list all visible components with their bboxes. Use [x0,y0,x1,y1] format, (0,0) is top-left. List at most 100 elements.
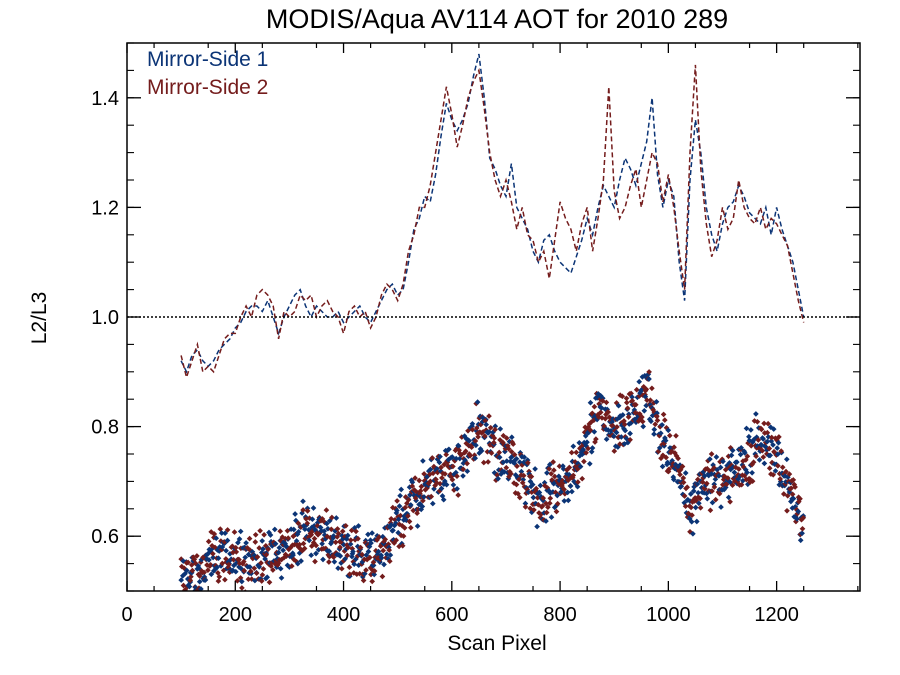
scatter-point-mirror-side-1 [472,455,479,462]
scatter-point-mirror-side-2 [633,386,640,393]
scatter-point-mirror-side-1 [381,561,387,568]
scatter-point-mirror-side-2 [259,572,266,578]
scatter-point-mirror-side-2 [412,495,419,501]
scatter-point-mirror-side-2 [513,481,520,488]
scatter-point-mirror-side-1 [219,544,226,550]
line-layer [180,53,805,380]
scatter-point-mirror-side-2 [775,462,781,469]
scatter-point-mirror-side-2 [681,493,688,499]
scatter-point-mirror-side-1 [704,495,711,502]
scatter-point-mirror-side-2 [301,545,308,552]
scatter-point-mirror-side-1 [749,469,755,476]
x-tick-label: 600 [435,604,468,626]
scatter-point-mirror-side-2 [232,544,239,551]
scatter-point-mirror-side-1 [218,530,225,536]
scatter-point-mirror-side-2 [475,434,481,440]
scatter-point-mirror-side-2 [394,498,400,504]
scatter-point-mirror-side-2 [345,544,351,551]
scatter-point-mirror-side-1 [574,483,581,490]
scatter-point-mirror-side-2 [205,538,212,545]
scatter-point-mirror-side-1 [272,540,279,547]
scatter-point-mirror-side-2 [682,503,689,510]
scatter-point-mirror-side-1 [744,469,750,476]
scatter-point-mirror-side-2 [677,471,683,478]
scatter-point-mirror-side-2 [439,475,445,481]
scatter-point-mirror-side-2 [224,527,231,533]
scatter-point-mirror-side-1 [310,505,317,511]
scatter-point-mirror-side-2 [593,436,599,442]
scatter-point-mirror-side-2 [784,507,790,514]
scatter-point-mirror-side-2 [462,448,469,455]
scatter-point-mirror-side-2 [342,522,349,529]
scatter-point-mirror-side-1 [707,456,713,462]
scatter-point-mirror-side-2 [550,459,557,465]
scatter-point-mirror-side-2 [353,528,359,535]
scatter-point-mirror-side-1 [518,468,525,475]
scatter-point-mirror-side-2 [779,464,786,471]
scatter-point-mirror-side-1 [309,516,316,523]
scatter-point-mirror-side-2 [401,525,408,531]
scatter-point-mirror-side-2 [258,578,265,584]
scatter-point-mirror-side-2 [400,533,407,539]
scatter-point-mirror-side-1 [543,518,549,524]
scatter-point-mirror-side-1 [321,528,328,534]
scatter-point-mirror-side-2 [231,529,238,535]
scatter-point-mirror-side-1 [460,473,466,479]
scatter-point-mirror-side-2 [449,476,456,483]
scatter-point-mirror-side-2 [765,420,771,427]
scatter-point-mirror-side-2 [407,524,414,531]
scatter-point-mirror-side-1 [772,468,779,474]
scatter-point-mirror-side-2 [346,564,353,571]
scatter-point-mirror-side-2 [644,397,650,404]
scatter-point-mirror-side-1 [222,530,228,537]
scatter-point-mirror-side-2 [566,464,573,471]
scatter-point-mirror-side-1 [564,489,571,496]
scatter-point-mirror-side-1 [326,548,333,555]
scatter-point-mirror-side-2 [265,546,271,553]
scatter-point-mirror-side-1 [375,548,382,555]
scatter-point-mirror-side-2 [508,470,514,477]
scatter-point-mirror-side-2 [288,563,295,569]
scatter-point-mirror-side-1 [794,516,800,522]
scatter-point-mirror-side-1 [275,549,282,556]
scatter-point-mirror-side-2 [729,482,736,489]
scatter-point-mirror-side-1 [351,561,358,568]
scatter-point-mirror-side-1 [503,458,510,464]
scatter-point-mirror-side-2 [245,576,252,583]
scatter-point-mirror-side-2 [185,559,191,566]
scatter-point-mirror-side-2 [755,437,762,443]
scatter-point-mirror-side-2 [355,535,361,542]
scatter-point-mirror-side-1 [277,565,284,572]
scatter-point-mirror-side-2 [540,495,547,501]
scatter-point-mirror-side-2 [230,556,237,563]
scatter-point-mirror-side-2 [417,488,424,494]
scatter-point-mirror-side-1 [365,548,372,555]
scatter-point-mirror-side-1 [243,540,249,546]
scatter-point-mirror-side-2 [711,484,718,490]
scatter-point-mirror-side-1 [495,475,501,482]
scatter-point-mirror-side-1 [320,556,326,563]
scatter-point-mirror-side-1 [183,567,190,574]
scatter-point-mirror-side-1 [340,541,347,548]
scatter-point-mirror-side-1 [251,552,258,559]
scatter-point-mirror-side-2 [295,520,302,527]
scatter-point-mirror-side-1 [238,578,245,585]
scatter-point-mirror-side-2 [366,554,373,561]
scatter-point-mirror-side-1 [215,555,222,562]
scatter-point-mirror-side-2 [311,535,318,542]
scatter-point-mirror-side-2 [253,570,260,577]
scatter-point-mirror-side-1 [783,456,790,463]
scatter-point-mirror-side-1 [483,421,490,428]
scatter-point-mirror-side-2 [468,444,475,451]
scatter-point-mirror-side-2 [196,573,203,579]
scatter-point-mirror-side-1 [659,463,666,470]
scatter-point-mirror-side-2 [759,447,766,454]
legend-entry-mirror-side-2: Mirror-Side 2 [147,76,268,99]
scatter-point-mirror-side-1 [319,540,325,547]
scatter-point-mirror-side-1 [419,503,426,510]
scatter-point-mirror-side-1 [587,399,594,406]
scatter-point-mirror-side-2 [792,484,798,490]
scatter-point-mirror-side-1 [271,526,278,533]
scatter-point-mirror-side-2 [581,458,587,465]
scatter-point-mirror-side-1 [298,558,304,564]
